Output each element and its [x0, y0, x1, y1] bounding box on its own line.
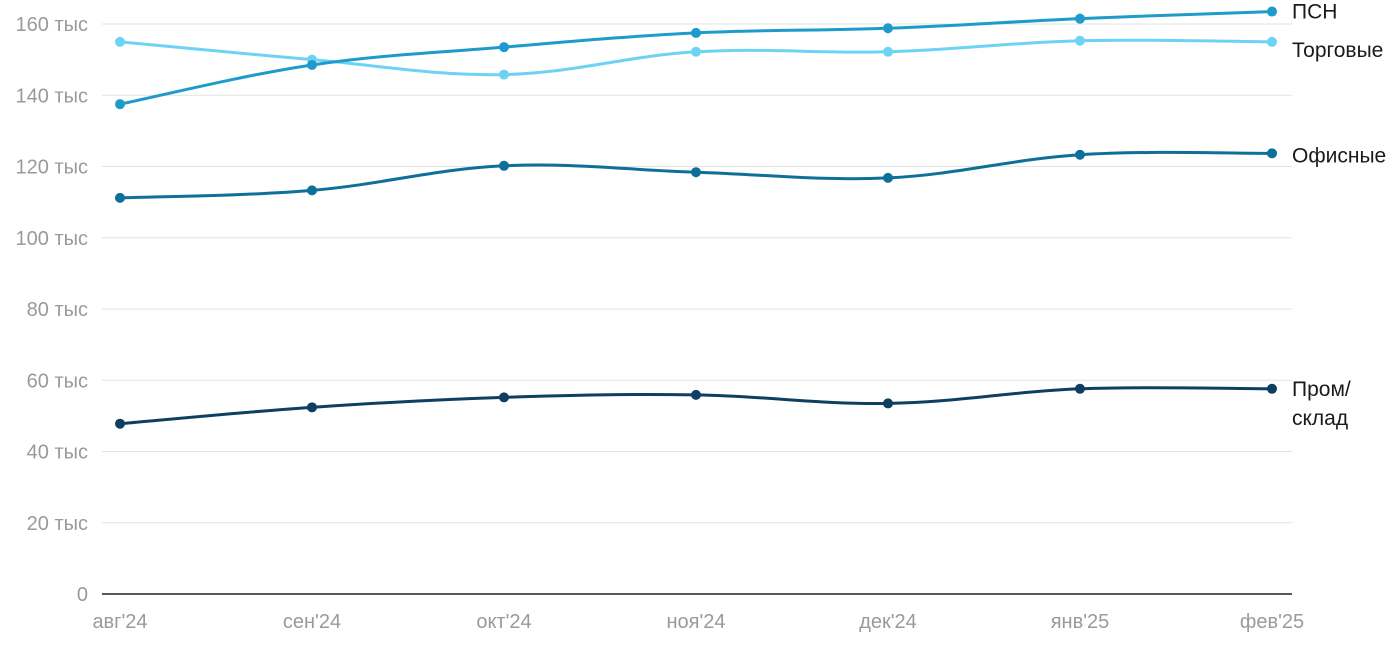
y-tick-label: 80 тыс — [27, 299, 88, 321]
data-point — [115, 192, 125, 203]
x-tick-label: фев'25 — [1240, 611, 1304, 633]
y-tick-label: 140 тыс — [16, 85, 88, 107]
data-point — [691, 27, 701, 38]
data-point — [1075, 383, 1085, 394]
y-tick-label: 120 тыс — [16, 157, 88, 179]
data-point — [1075, 149, 1085, 160]
data-point — [1267, 36, 1277, 47]
data-point — [691, 389, 701, 400]
data-point — [499, 42, 509, 53]
x-axis-tick-labels: авг'24 сен'24 окт'24 ноя'24 дек'24 янв'25 фев'… — [92, 611, 1304, 633]
data-point — [499, 392, 509, 403]
data-point — [883, 23, 893, 34]
x-tick-label: янв'25 — [1051, 611, 1110, 633]
data-point — [307, 185, 317, 196]
series-2 — [115, 35, 1277, 80]
y-tick-label: 0 — [77, 584, 88, 606]
data-point — [499, 160, 509, 171]
data-point — [1075, 13, 1085, 24]
y-axis-tick-labels: 0 20 тыс 40 тыс 60 тыс 80 тыс 100 тыс 120 тыс 1… — [16, 14, 88, 606]
series-lines — [115, 6, 1277, 429]
x-tick-label: сен'24 — [283, 611, 341, 633]
data-point — [307, 402, 317, 413]
y-tick-label: 40 тыс — [27, 442, 88, 464]
data-point — [499, 69, 509, 80]
y-tick-label: 60 тыс — [27, 370, 88, 392]
data-point — [115, 99, 125, 110]
series-labels: ПСН Торговые Офисные Пром/склад — [1292, 1, 1386, 430]
data-point — [115, 418, 125, 429]
data-point — [115, 36, 125, 47]
x-tick-label: дек'24 — [859, 611, 917, 633]
data-point — [883, 172, 893, 183]
data-point — [1075, 35, 1085, 46]
data-point — [883, 398, 893, 409]
series-label: Пром/склад — [1292, 378, 1351, 430]
x-tick-label: окт'24 — [476, 611, 531, 633]
series-label: Офисные — [1292, 144, 1386, 167]
data-point — [691, 167, 701, 178]
series-1 — [115, 6, 1277, 110]
series-3 — [115, 148, 1277, 203]
x-tick-label: авг'24 — [92, 611, 147, 633]
y-tick-label: 100 тыс — [16, 228, 88, 250]
series-label: Торговые — [1292, 39, 1383, 62]
grid-lines — [102, 23, 1292, 524]
data-point — [1267, 6, 1277, 17]
data-point — [883, 46, 893, 57]
data-point — [1267, 383, 1277, 394]
data-point — [1267, 148, 1277, 159]
data-point — [307, 59, 317, 70]
series-4 — [115, 383, 1277, 429]
y-tick-label: 160 тыс — [16, 14, 88, 36]
series-label: ПСН — [1292, 1, 1337, 24]
y-tick-label: 20 тыс — [27, 513, 88, 535]
data-point — [691, 46, 701, 57]
x-tick-label: ноя'24 — [666, 611, 725, 633]
